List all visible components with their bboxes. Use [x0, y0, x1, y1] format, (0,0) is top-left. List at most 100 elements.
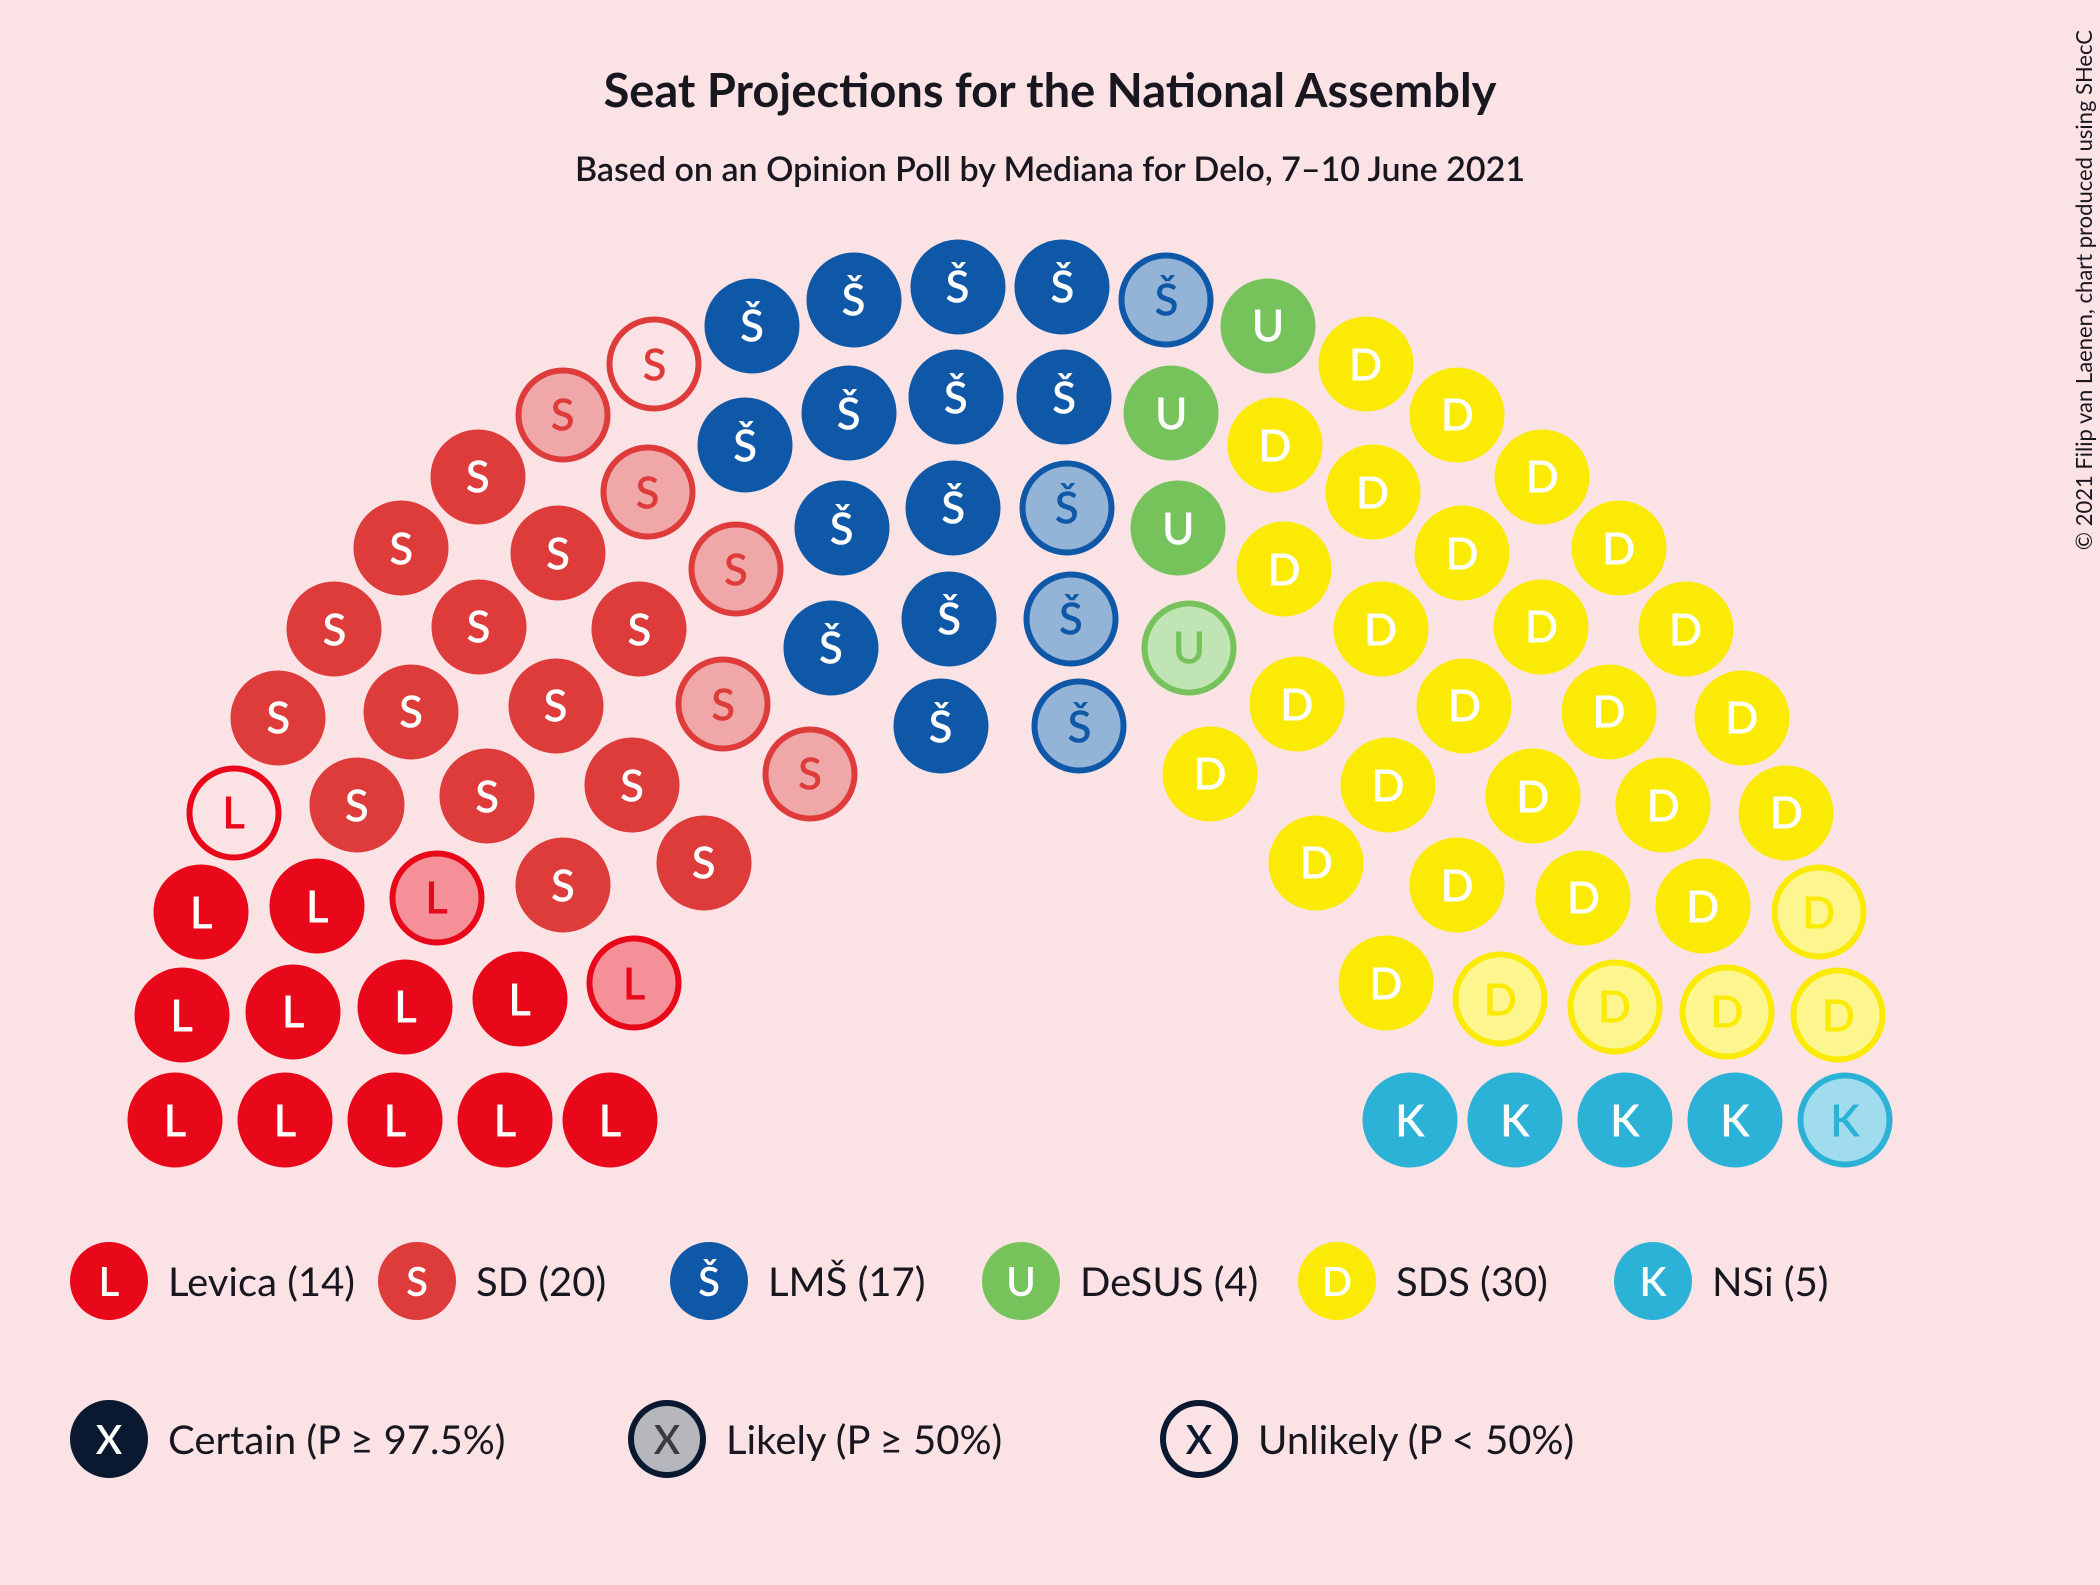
legend-label: SD (20)	[476, 1257, 606, 1305]
seat-sh: Š	[902, 571, 997, 666]
seat-l: L	[563, 1073, 658, 1168]
seat-l: L	[128, 1073, 223, 1168]
seat-l: L	[246, 964, 341, 1059]
seat-l: L	[389, 850, 484, 945]
seat-sh: Š	[698, 398, 793, 493]
seat-d: D	[1417, 658, 1512, 753]
seat-sh: Š	[908, 350, 1003, 445]
seat-sh: Š	[906, 460, 1001, 555]
seat-d: D	[1227, 398, 1322, 493]
seat-sh: Š	[893, 679, 988, 774]
seat-s: S	[607, 317, 702, 412]
seat-d: D	[1325, 445, 1420, 540]
legend-circle: X	[70, 1400, 148, 1478]
legend-circle: S	[378, 1242, 456, 1320]
seat-d: D	[1410, 367, 1505, 462]
legend-label: DeSUS (4)	[1080, 1257, 1258, 1305]
chart-credit: © 2021 Filip van Laenen, chart produced …	[2070, 30, 2097, 550]
seat-l: L	[458, 1073, 553, 1168]
legend-label: Unlikely (P < 50%)	[1258, 1415, 1574, 1463]
seat-k: K	[1468, 1073, 1563, 1168]
seat-d: D	[1655, 859, 1750, 954]
seat-l: L	[587, 936, 682, 1031]
legend-probability: X Likely (P ≥ 50%)	[628, 1400, 1002, 1478]
legend-party-sh: Š LMŠ (17)	[670, 1242, 925, 1320]
seat-d: D	[1638, 582, 1733, 677]
seat-l: L	[270, 859, 365, 954]
seat-s: S	[508, 658, 603, 753]
legend-probability: X Unlikely (P < 50%)	[1160, 1400, 1574, 1478]
legend-circle: X	[628, 1400, 706, 1478]
seat-u: U	[1142, 600, 1237, 695]
seat-sh: Š	[910, 239, 1005, 334]
seat-d: D	[1616, 758, 1711, 853]
seat-d: D	[1679, 964, 1774, 1059]
seat-d: D	[1415, 506, 1510, 601]
seat-s: S	[431, 579, 526, 674]
seat-sh: Š	[1119, 252, 1214, 347]
seat-s: S	[363, 664, 458, 759]
seat-s: S	[231, 670, 326, 765]
legend-label: LMŠ (17)	[768, 1257, 925, 1305]
seat-l: L	[134, 968, 229, 1063]
seat-d: D	[1495, 429, 1590, 524]
seat-d: D	[1410, 838, 1505, 933]
seat-s: S	[287, 582, 382, 677]
legend-circle: K	[1614, 1242, 1692, 1320]
legend-party-k: KNSi (5)	[1614, 1242, 1828, 1320]
seat-sh: Š	[801, 366, 896, 461]
seat-sh: Š	[1023, 571, 1118, 666]
legend-circle: D	[1298, 1242, 1376, 1320]
seat-l: L	[358, 959, 453, 1054]
seat-sh: Š	[806, 252, 901, 347]
seat-d: D	[1340, 738, 1435, 833]
seat-d: D	[1249, 657, 1344, 752]
seat-s: S	[515, 367, 610, 462]
seat-sh: Š	[704, 278, 799, 373]
seat-d: D	[1571, 501, 1666, 596]
seat-s: S	[430, 429, 525, 524]
seat-k: K	[1578, 1073, 1673, 1168]
seat-s: S	[592, 582, 687, 677]
seat-sh: Š	[1032, 679, 1127, 774]
seat-sh: Š	[1019, 460, 1114, 555]
seat-s: S	[688, 522, 783, 617]
seat-sh: Š	[794, 481, 889, 576]
legend-label: Likely (P ≥ 50%)	[726, 1415, 1002, 1463]
seat-d: D	[1269, 815, 1364, 910]
seat-s: S	[656, 815, 751, 910]
seat-k: K	[1798, 1073, 1893, 1168]
legend-circle: X	[1160, 1400, 1238, 1478]
seat-u: U	[1124, 366, 1219, 461]
seat-s: S	[354, 501, 449, 596]
seat-s: S	[515, 838, 610, 933]
seat-s: S	[676, 657, 771, 752]
seat-s: S	[510, 506, 605, 601]
legend-probability: X Certain (P ≥ 97.5%)	[70, 1400, 505, 1478]
seat-l: L	[186, 765, 281, 860]
legend-label: Certain (P ≥ 97.5%)	[168, 1415, 505, 1463]
seat-d: D	[1536, 850, 1631, 945]
legend-circle: Š	[670, 1242, 748, 1320]
seat-d: D	[1562, 664, 1657, 759]
legend-party-l: LLevica (14)	[70, 1242, 355, 1320]
seat-l: L	[348, 1073, 443, 1168]
hemicycle-chart: Seat Projections for the National Assemb…	[0, 0, 2100, 1585]
seat-d: D	[1318, 317, 1413, 412]
legend-circle: U	[982, 1242, 1060, 1320]
seat-k: K	[1688, 1073, 1783, 1168]
seat-sh: Š	[1015, 239, 1110, 334]
seat-l: L	[154, 865, 249, 960]
legend-party-s: S SD (20)	[378, 1242, 606, 1320]
seat-d: D	[1485, 749, 1580, 844]
seat-d: D	[1333, 582, 1428, 677]
chart-title: Seat Projections for the National Assemb…	[0, 62, 2100, 118]
seat-u: U	[1221, 278, 1316, 373]
seat-u: U	[1131, 481, 1226, 576]
seat-d: D	[1237, 522, 1332, 617]
seat-d: D	[1494, 579, 1589, 674]
seat-s: S	[585, 738, 680, 833]
seat-d: D	[1694, 670, 1789, 765]
seat-d: D	[1739, 765, 1834, 860]
legend-circle: L	[70, 1242, 148, 1320]
